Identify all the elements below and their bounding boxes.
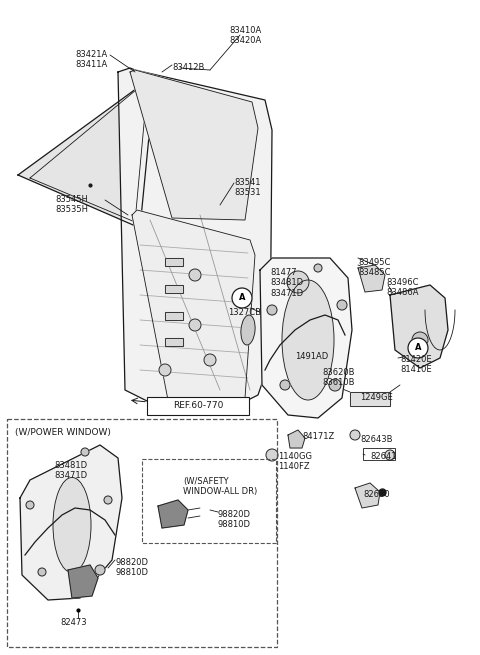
Bar <box>165 258 183 266</box>
Text: 81420E
81410E: 81420E 81410E <box>400 355 432 375</box>
Circle shape <box>81 448 89 456</box>
Bar <box>363 448 395 460</box>
Text: 82630: 82630 <box>363 490 390 499</box>
Circle shape <box>189 269 201 281</box>
Text: 83481D
83471D: 83481D 83471D <box>54 461 87 480</box>
Polygon shape <box>288 430 305 448</box>
Circle shape <box>38 568 46 576</box>
Polygon shape <box>260 258 352 418</box>
Circle shape <box>159 364 171 376</box>
Circle shape <box>266 449 278 461</box>
Bar <box>165 312 183 320</box>
Text: 1249GE: 1249GE <box>360 393 393 402</box>
Polygon shape <box>118 68 272 410</box>
Circle shape <box>267 305 277 315</box>
Polygon shape <box>20 445 122 600</box>
Circle shape <box>337 300 347 310</box>
Text: 84171Z: 84171Z <box>302 432 334 441</box>
Text: 83421A
83411A: 83421A 83411A <box>75 50 107 69</box>
Bar <box>165 312 183 320</box>
Text: 98820D
98810D: 98820D 98810D <box>218 510 251 529</box>
Text: 1140GG
1140FZ: 1140GG 1140FZ <box>278 452 312 472</box>
Bar <box>350 392 390 406</box>
Text: 82643B: 82643B <box>360 435 393 444</box>
Bar <box>363 448 395 460</box>
Text: 83545H
83535H: 83545H 83535H <box>55 195 88 214</box>
Circle shape <box>280 380 290 390</box>
Text: 82641: 82641 <box>370 452 396 461</box>
FancyBboxPatch shape <box>147 397 249 415</box>
Circle shape <box>26 501 34 509</box>
Polygon shape <box>355 483 380 508</box>
Text: 1327CB: 1327CB <box>228 308 261 317</box>
Text: 82473: 82473 <box>60 618 87 627</box>
Bar <box>165 338 183 346</box>
Text: 83496C
83486A: 83496C 83486A <box>386 278 419 297</box>
Text: 83541
83531: 83541 83531 <box>234 178 261 197</box>
Polygon shape <box>358 265 385 292</box>
Polygon shape <box>132 210 255 400</box>
Text: 81477
83481D
83471D: 81477 83481D 83471D <box>270 268 303 298</box>
Circle shape <box>104 496 112 504</box>
Circle shape <box>204 354 216 366</box>
Text: (W/SAFETY
WINDOW-ALL DR): (W/SAFETY WINDOW-ALL DR) <box>183 477 257 496</box>
Bar <box>165 285 183 293</box>
Circle shape <box>412 332 428 348</box>
Text: 83620B
83610B: 83620B 83610B <box>322 368 355 387</box>
Circle shape <box>95 565 105 575</box>
Circle shape <box>232 288 252 308</box>
Circle shape <box>408 338 428 358</box>
Bar <box>350 392 390 406</box>
Bar <box>165 338 183 346</box>
Polygon shape <box>68 565 98 598</box>
Text: 98820D
98810D: 98820D 98810D <box>115 558 148 578</box>
Circle shape <box>385 450 395 460</box>
Circle shape <box>287 271 309 293</box>
Circle shape <box>314 264 322 272</box>
Polygon shape <box>18 75 155 228</box>
Ellipse shape <box>282 280 334 400</box>
Text: A: A <box>415 343 421 352</box>
Text: 1491AD: 1491AD <box>295 352 328 361</box>
Text: 83410A
83420A: 83410A 83420A <box>229 26 261 45</box>
Bar <box>165 285 183 293</box>
Text: 83495C
83485C: 83495C 83485C <box>358 258 391 278</box>
Bar <box>165 258 183 266</box>
Circle shape <box>350 430 360 440</box>
Ellipse shape <box>241 315 255 345</box>
Text: REF.60-770: REF.60-770 <box>173 402 223 411</box>
Polygon shape <box>158 500 188 528</box>
Circle shape <box>189 319 201 331</box>
Text: A: A <box>239 293 245 303</box>
Text: (W/POWER WINDOW): (W/POWER WINDOW) <box>15 428 111 437</box>
Text: 83412B: 83412B <box>172 63 204 72</box>
Ellipse shape <box>53 477 91 572</box>
Polygon shape <box>130 70 258 220</box>
Circle shape <box>329 379 341 391</box>
Polygon shape <box>390 285 448 368</box>
